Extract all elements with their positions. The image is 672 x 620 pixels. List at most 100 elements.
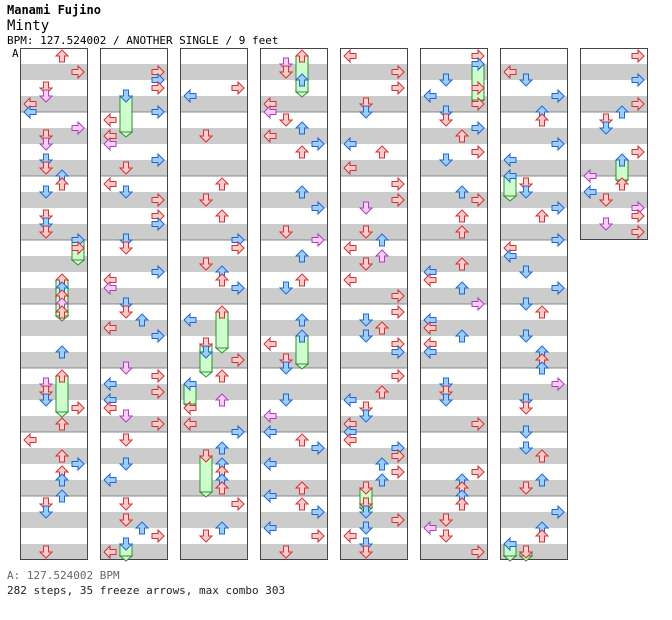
freeze-arrow-tail — [294, 91, 310, 98]
beat-stripe — [420, 416, 488, 432]
step-arrow-right — [391, 288, 405, 304]
step-arrow-left — [263, 520, 277, 536]
beat-stripe — [180, 256, 248, 272]
step-arrow-right — [471, 296, 485, 312]
step-arrow-left — [423, 88, 437, 104]
beat-stripe — [180, 352, 248, 368]
beat-stripe — [340, 96, 408, 112]
step-arrow-right — [471, 144, 485, 160]
beat-stripe — [100, 320, 168, 336]
step-arrow-down — [198, 345, 214, 359]
step-arrow-up — [534, 529, 550, 543]
beat-stripe — [180, 384, 248, 400]
beat-stripe — [20, 224, 88, 240]
beat-stripe — [20, 128, 88, 144]
chart-column-3 — [180, 48, 248, 560]
step-arrow-down — [598, 193, 614, 207]
beat-stripe — [20, 544, 88, 560]
step-arrow-down — [198, 129, 214, 143]
step-arrow-up — [534, 113, 550, 127]
beat-stripe — [100, 448, 168, 464]
step-arrow-down — [118, 161, 134, 175]
step-arrow-right — [391, 64, 405, 80]
beat-stripe — [20, 512, 88, 528]
beat-stripe — [500, 384, 568, 400]
step-arrow-up — [534, 449, 550, 463]
beat-stripe — [340, 512, 408, 528]
step-arrow-up — [294, 121, 310, 135]
freeze-arrow-tail — [118, 131, 134, 138]
step-arrow-down — [358, 521, 374, 535]
step-arrow-up — [54, 345, 70, 359]
freeze-arrow-tail — [118, 555, 134, 562]
step-arrow-down — [118, 537, 134, 551]
beat-stripe — [500, 320, 568, 336]
step-arrow-up — [294, 145, 310, 159]
step-arrow-up — [54, 305, 70, 319]
beat-stripe — [20, 96, 88, 112]
step-arrow-down — [38, 393, 54, 407]
step-arrow-right — [391, 304, 405, 320]
beat-stripe — [340, 192, 408, 208]
beat-stripe — [100, 480, 168, 496]
artist-name: Manami Fujino — [7, 3, 101, 17]
beat-stripe — [180, 160, 248, 176]
chart-column-4 — [260, 48, 328, 560]
chart-column-2 — [100, 48, 168, 562]
step-arrow-up — [454, 497, 470, 511]
step-arrow-right — [391, 192, 405, 208]
step-arrow-down — [358, 409, 374, 423]
step-arrow-right — [71, 456, 85, 472]
beat-stripe — [100, 512, 168, 528]
column-border — [180, 48, 248, 560]
step-arrow-left — [183, 376, 197, 392]
step-arrow-down — [358, 545, 374, 559]
step-arrow-left — [503, 248, 517, 264]
beat-stripe — [180, 128, 248, 144]
step-arrow-down — [118, 89, 134, 103]
step-arrow-down — [38, 161, 54, 175]
column-border — [20, 48, 88, 560]
step-arrow-down — [358, 201, 374, 215]
step-arrow-up — [534, 473, 550, 487]
step-arrow-right — [311, 200, 325, 216]
beat-stripe — [340, 224, 408, 240]
chart-column-8 — [580, 48, 648, 240]
beat-stripe — [340, 288, 408, 304]
beat-stripe — [180, 480, 248, 496]
beat-stripe — [260, 160, 328, 176]
beat-stripe — [180, 192, 248, 208]
beat-stripe — [260, 480, 328, 496]
step-arrow-up — [374, 233, 390, 247]
step-arrow-up — [454, 329, 470, 343]
step-arrow-right — [631, 208, 645, 224]
step-arrow-right — [471, 416, 485, 432]
beat-stripe — [180, 448, 248, 464]
step-arrow-right — [391, 368, 405, 384]
step-arrow-left — [503, 536, 517, 552]
step-arrow-up — [134, 313, 150, 327]
step-arrow-down — [598, 217, 614, 231]
step-arrow-down — [518, 185, 534, 199]
step-arrow-up — [374, 249, 390, 263]
step-arrow-down — [438, 513, 454, 527]
step-arrow-down — [358, 225, 374, 239]
step-arrow-down — [278, 225, 294, 239]
step-arrow-down — [278, 281, 294, 295]
step-arrow-left — [503, 152, 517, 168]
beat-stripe — [100, 224, 168, 240]
freeze-arrow-tail — [54, 411, 70, 418]
step-arrow-right — [151, 80, 165, 96]
step-arrow-down — [38, 89, 54, 103]
step-arrow-up — [534, 209, 550, 223]
step-arrow-right — [631, 96, 645, 112]
beat-stripe — [20, 64, 88, 80]
step-arrow-down — [358, 329, 374, 343]
step-arrow-up — [54, 49, 70, 63]
beat-stripe — [420, 384, 488, 400]
beat-stripe — [20, 320, 88, 336]
step-arrow-down — [518, 441, 534, 455]
beat-stripe — [340, 320, 408, 336]
beat-stripe — [500, 448, 568, 464]
beat-stripe — [100, 416, 168, 432]
